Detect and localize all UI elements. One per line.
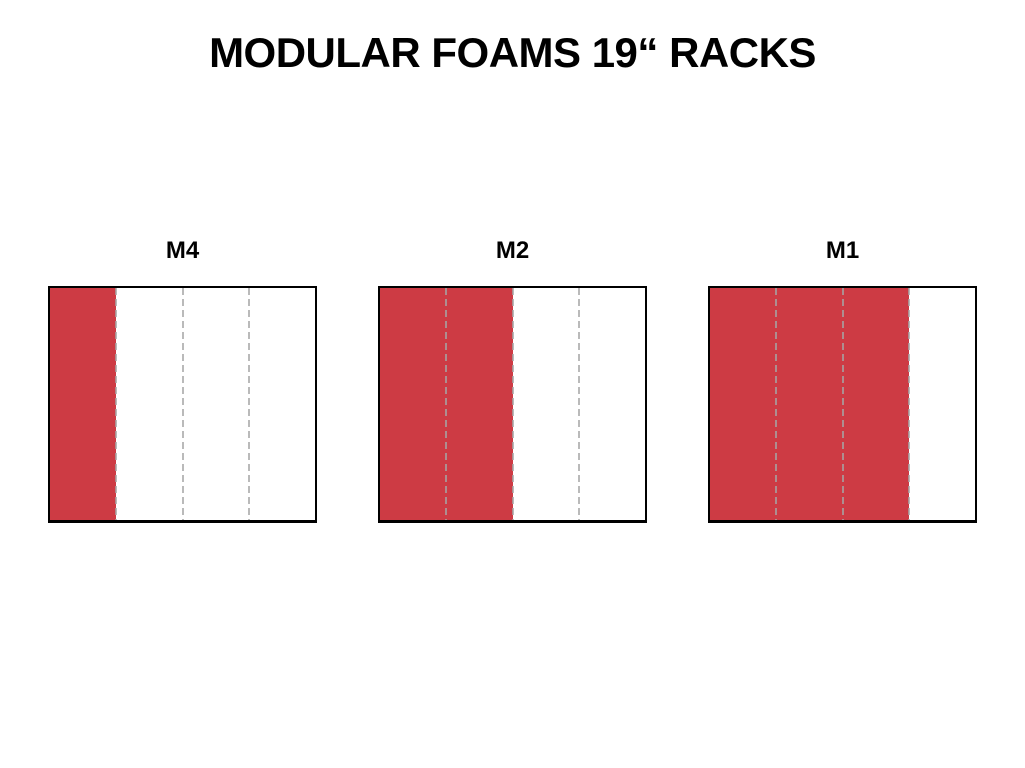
rack-label: M4 bbox=[165, 237, 200, 264]
section-divider bbox=[907, 288, 910, 520]
rack-m1: M1 bbox=[708, 234, 977, 523]
rack-box bbox=[708, 286, 977, 523]
section-divider bbox=[445, 288, 448, 520]
rack-m4: M4 bbox=[48, 234, 317, 523]
rack-label: M2 bbox=[495, 237, 530, 264]
section-divider bbox=[115, 288, 118, 520]
section-divider bbox=[841, 288, 844, 520]
section-divider bbox=[775, 288, 778, 520]
section-divider bbox=[511, 288, 514, 520]
rack-label: M1 bbox=[825, 237, 860, 264]
slide-title: MODULAR FOAMS 19“ RACKS bbox=[209, 29, 816, 76]
racks-row: M4 M2 M1 bbox=[0, 234, 1025, 523]
rack-m2: M2 bbox=[378, 234, 647, 523]
filled-region bbox=[50, 288, 117, 520]
section-divider bbox=[181, 288, 184, 520]
filled-region bbox=[710, 288, 909, 520]
rack-box bbox=[48, 286, 317, 523]
section-divider bbox=[247, 288, 250, 520]
rack-box bbox=[378, 286, 647, 523]
section-divider bbox=[577, 288, 580, 520]
